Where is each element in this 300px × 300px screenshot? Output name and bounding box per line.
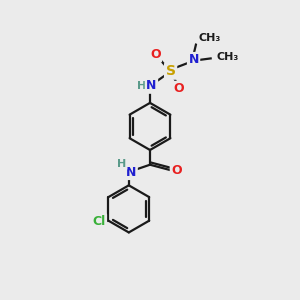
Text: H: H	[136, 81, 146, 91]
Text: H: H	[117, 159, 126, 169]
Text: O: O	[171, 164, 182, 177]
Text: CH₃: CH₃	[216, 52, 238, 62]
Text: S: S	[166, 64, 176, 78]
Text: N: N	[146, 79, 157, 92]
Text: O: O	[173, 82, 184, 95]
Text: O: O	[150, 48, 160, 61]
Text: N: N	[126, 166, 136, 178]
Text: N: N	[188, 53, 199, 66]
Text: CH₃: CH₃	[198, 33, 220, 43]
Text: Cl: Cl	[92, 215, 106, 228]
